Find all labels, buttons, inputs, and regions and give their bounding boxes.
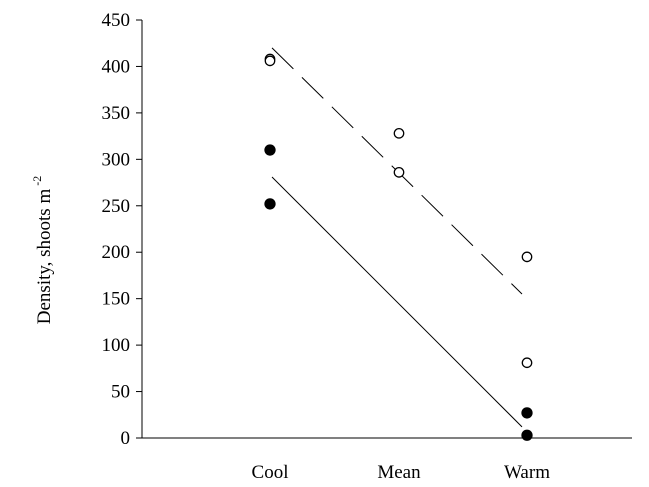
y-tick-label: 450: [102, 10, 131, 31]
y-axis-title: Density, shoots m -2: [30, 176, 55, 324]
open-point: [393, 166, 405, 178]
data-points: [264, 53, 533, 441]
y-tick-label: 150: [102, 289, 131, 310]
filled-point: [264, 198, 276, 210]
filled-point: [521, 429, 533, 441]
x-category-label: Warm: [504, 462, 550, 483]
open-point: [521, 357, 533, 369]
y-tick-label: 250: [102, 196, 131, 217]
x-tick-labels: Cool Mean Warm: [252, 462, 551, 483]
open-point: [264, 55, 276, 67]
filled-point: [264, 144, 276, 156]
y-tick-label: 100: [102, 335, 131, 356]
open-point: [521, 251, 533, 263]
axes: [141, 20, 632, 439]
x-category-label: Cool: [252, 462, 289, 483]
y-tick-label: 50: [111, 382, 130, 403]
y-ticks: 0 50 100 150 200 250 300 350 400 450: [102, 10, 142, 449]
y-tick-label: 400: [102, 56, 131, 77]
y-tick-label: 300: [102, 149, 131, 170]
open-point: [393, 127, 405, 139]
y-axis-title-text: Density, shoots m: [34, 189, 55, 325]
y-tick-label: 200: [102, 242, 131, 263]
x-category-label: Mean: [377, 462, 421, 483]
y-tick-label: 350: [102, 103, 131, 124]
y-axis-title-superscript: -2: [30, 176, 44, 186]
fit-lines: [271, 47, 523, 428]
filled-point: [521, 407, 533, 419]
y-tick-label: 0: [121, 428, 131, 449]
fit-line-solid: [271, 176, 523, 428]
